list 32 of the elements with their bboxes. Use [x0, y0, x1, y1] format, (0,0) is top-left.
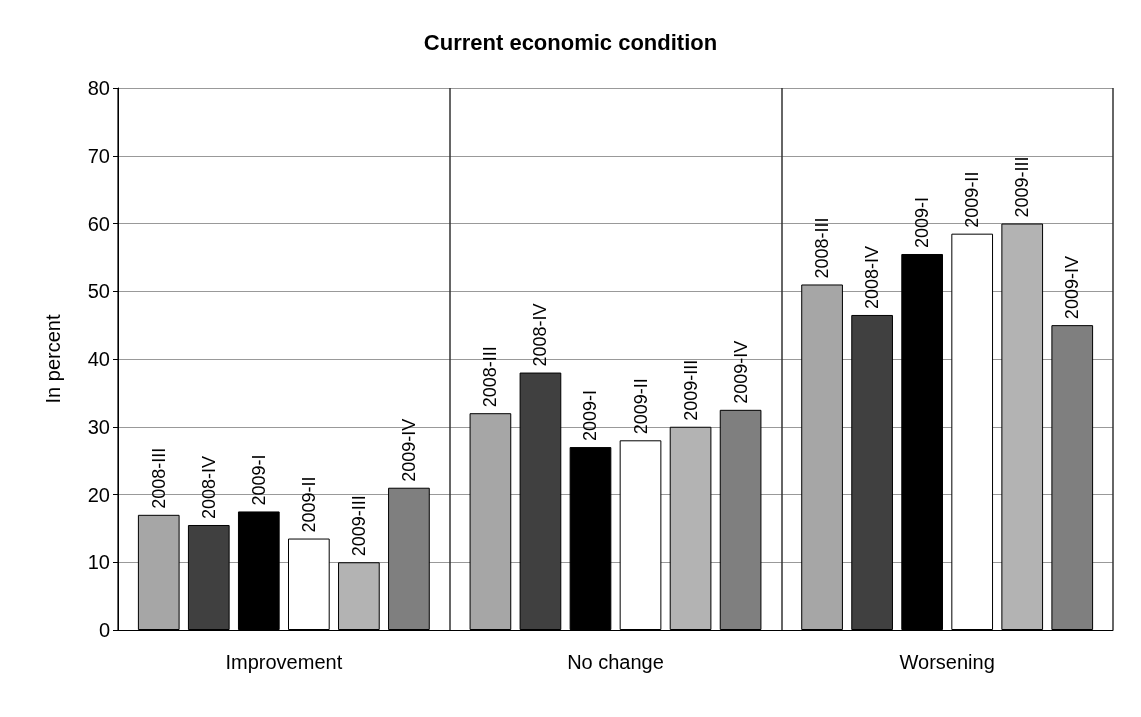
text: 2008-III	[148, 447, 169, 509]
y-tick-label: 20	[87, 483, 110, 506]
text: 2009-I	[912, 196, 933, 248]
y-axis-title: In percent	[42, 314, 64, 404]
x-tick-label: No change	[567, 651, 664, 673]
y-tick-label: 30	[87, 415, 110, 438]
text: 2008-III	[812, 217, 833, 279]
text: 2009-IV	[730, 340, 751, 404]
text: 2009-III	[348, 495, 369, 557]
y-tick-label: 0	[98, 619, 110, 641]
text: 2009-IV	[1062, 256, 1083, 320]
text: 2009-II	[962, 171, 983, 228]
y-tick-label: 40	[87, 348, 110, 370]
text: 2009-II	[630, 378, 651, 435]
y-tick-label: 70	[87, 144, 110, 167]
text: 2008-IV	[198, 455, 219, 519]
text: 2009-III	[680, 359, 701, 421]
x-tick-label: Improvement	[225, 651, 343, 673]
text: 2009-III	[1012, 156, 1033, 218]
y-tick-label: 50	[87, 280, 110, 303]
text: 2009-I	[580, 390, 601, 442]
chart-title: Current economic condition	[423, 29, 718, 55]
y-tick-label: 80	[87, 77, 110, 99]
y-tick-label: 60	[87, 212, 110, 235]
text: 2008-IV	[530, 303, 551, 367]
y-tick-label: 10	[87, 551, 110, 574]
text: 2008-IV	[862, 245, 883, 309]
text: 2009-IV	[398, 418, 419, 482]
x-tick-label: Worsening	[899, 651, 995, 673]
text: 2009-II	[298, 476, 319, 533]
text: 2009-I	[248, 454, 269, 506]
text: 2008-III	[480, 346, 501, 408]
